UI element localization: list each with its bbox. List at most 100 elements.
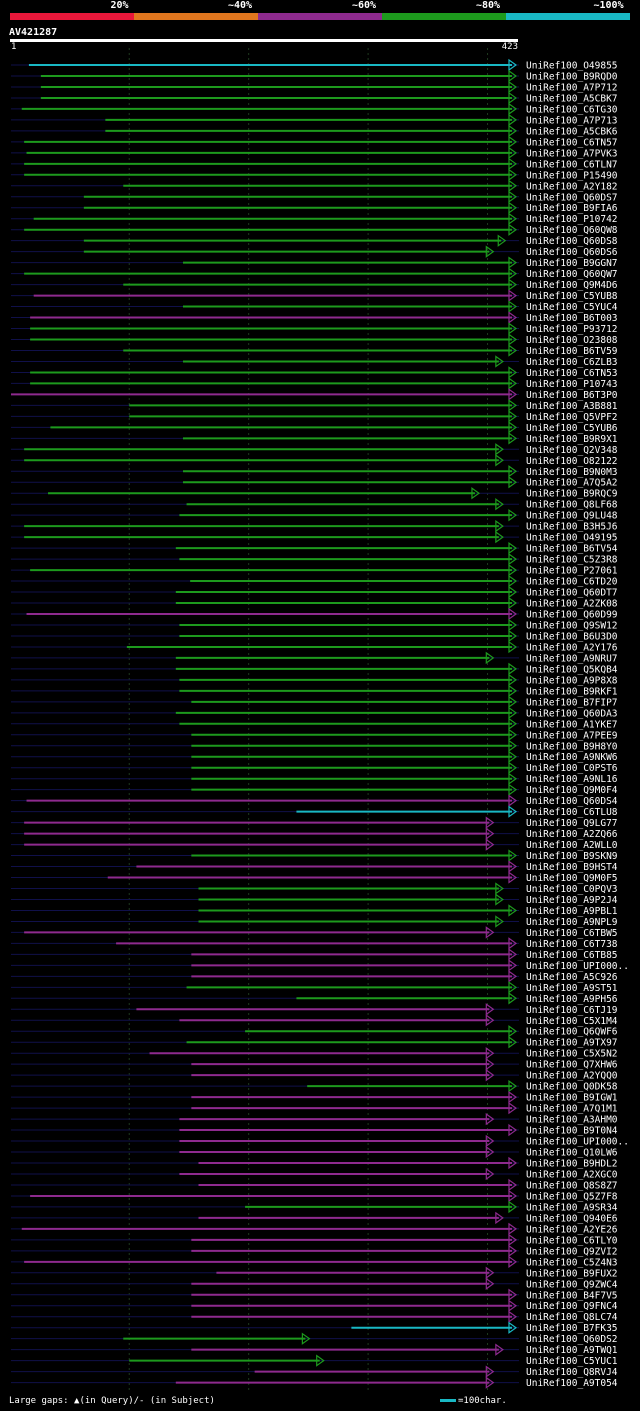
hit-row[interactable]: UniRef100_C6ZLB3 [11,355,618,368]
hit-label[interactable]: UniRef100_A1YKE7 [526,719,618,730]
hit-row[interactable]: UniRef100_A2WLL0 [11,838,618,852]
hit-label[interactable]: UniRef100_C6TD20 [526,577,618,588]
hit-label[interactable]: UniRef100_Q9LG77 [526,818,618,829]
hit-label[interactable]: UniRef100_Q10LW6 [526,1148,618,1159]
hit-label[interactable]: UniRef100_C5YUC1 [526,1356,618,1367]
hit-label[interactable]: UniRef100_C6TLU8 [526,807,618,818]
hit-label[interactable]: UniRef100_C0PST6 [526,763,618,774]
hit-row[interactable]: UniRef100_Q60DT7 [11,585,618,599]
hit-row[interactable]: UniRef100_A9NRU7 [11,651,618,665]
hit-label[interactable]: UniRef100_Q60DS6 [526,247,618,258]
hit-row[interactable]: UniRef100_C6TN57 [11,135,618,149]
hit-label[interactable]: UniRef100_A9SR34 [526,1202,618,1213]
hit-label[interactable]: UniRef100_Q9M4D6 [526,280,618,291]
hit-label[interactable]: UniRef100_C6TJ19 [526,1005,618,1016]
hit-label[interactable]: UniRef100_Q9M0F5 [526,873,618,884]
hit-row[interactable]: UniRef100_C6TLY0 [11,1233,618,1247]
hit-label[interactable]: UniRef100_P27061 [526,566,618,577]
hit-label[interactable]: UniRef100_Q0DK58 [526,1082,618,1093]
hit-row[interactable]: UniRef100_A7PVK3 [11,146,618,160]
hit-label[interactable]: UniRef100_B9HDL2 [526,1159,618,1170]
hit-label[interactable]: UniRef100_Q60D99 [526,610,618,621]
hit-label[interactable]: UniRef100_A9NL16 [526,774,618,785]
hit-row[interactable]: UniRef100_C5X1M4 [11,1014,618,1027]
hit-row[interactable]: UniRef100_C5YUC4 [11,300,618,314]
hit-row[interactable]: UniRef100_B9SKN9 [11,849,618,863]
hit-label[interactable]: UniRef100_A7P713 [526,115,618,126]
hit-row[interactable]: UniRef100_C6TB85 [11,948,618,961]
hit-row[interactable]: UniRef100_A2Y176 [11,640,618,654]
hit-label[interactable]: UniRef100_P15490 [526,170,618,181]
hit-label[interactable]: UniRef100_Q60DS4 [526,796,618,807]
hit-row[interactable]: UniRef100_A2ZQ66 [11,827,618,841]
hit-row[interactable]: UniRef100_O49195 [11,530,618,544]
hit-label[interactable]: UniRef100_A3B881 [526,401,618,412]
hit-row[interactable]: UniRef100_Q10LW6 [11,1145,618,1159]
hit-label[interactable]: UniRef100_C5X1M4 [526,1016,618,1027]
hit-label[interactable]: UniRef100_A7P712 [526,82,618,93]
hit-row[interactable]: UniRef100_B9R9X1 [11,432,618,445]
hit-row[interactable]: UniRef100_Q9LG77 [11,816,618,830]
hit-row[interactable]: UniRef100_P10742 [11,212,618,226]
hit-label[interactable]: UniRef100_B6T3P0 [526,390,618,401]
hit-row[interactable]: UniRef100_C5X5N2 [11,1047,618,1060]
hit-row[interactable]: UniRef100_Q60QW7 [11,267,618,281]
hit-label[interactable]: UniRef100_C6TBW5 [526,928,618,939]
hit-row[interactable]: UniRef100_Q60DS2 [11,1332,618,1346]
hit-row[interactable]: UniRef100_Q9M0F4 [11,783,618,797]
hit-label[interactable]: UniRef100_B6U3D0 [526,631,618,642]
hit-label[interactable]: UniRef100_A2YE26 [526,1224,618,1235]
hit-row[interactable]: UniRef100_B6U3D0 [11,629,618,643]
hit-label[interactable]: UniRef100_B9RKF1 [526,686,618,697]
hit-row[interactable]: UniRef100_C6TBW5 [11,926,618,939]
hit-row[interactable]: UniRef100_Q5VPF2 [11,410,618,423]
hit-row[interactable]: UniRef100_B9RQD0 [11,69,618,83]
hit-row[interactable]: UniRef100_Q60DS4 [11,794,618,808]
hit-row[interactable]: UniRef100_Q940E6 [11,1211,618,1225]
hit-row[interactable]: UniRef100_Q60DS6 [11,245,618,259]
hit-row[interactable]: UniRef100_P10743 [11,377,618,390]
hit-label[interactable]: UniRef100_A9NPL9 [526,917,618,928]
hit-label[interactable]: UniRef100_P10743 [526,379,618,390]
hit-label[interactable]: UniRef100_Q60QW7 [526,269,618,280]
hit-label[interactable]: UniRef100_Q9FNC4 [526,1301,618,1312]
hit-label[interactable]: UniRef100_Q9LU48 [526,511,618,522]
hit-label[interactable]: UniRef100_Q6QWF6 [526,1027,618,1038]
hit-row[interactable]: UniRef100_Q9M0F5 [11,871,618,885]
hit-row[interactable]: UniRef100_A2XGC0 [11,1167,618,1181]
hit-row[interactable]: UniRef100_P27061 [11,563,618,577]
hit-label[interactable]: UniRef100_B6T003 [526,313,618,324]
hit-label[interactable]: UniRef100_O49855 [526,61,618,72]
hit-label[interactable]: UniRef100_Q60DA3 [526,708,618,719]
hit-row[interactable]: UniRef100_A9SR34 [11,1200,618,1214]
hit-row[interactable]: UniRef100_A9NKW6 [11,750,618,764]
hit-row[interactable]: UniRef100_C5YUC1 [11,1354,618,1368]
hit-label[interactable]: UniRef100_Q9ZVI2 [526,1246,618,1257]
hit-row[interactable]: UniRef100_Q60DS8 [11,234,618,248]
hit-label[interactable]: UniRef100_B9IGW1 [526,1093,618,1104]
hit-row[interactable]: UniRef100_B9RQC9 [11,487,618,500]
hit-label[interactable]: UniRef100_O23808 [526,335,618,346]
hit-label[interactable]: UniRef100_A5CBK6 [526,126,618,137]
hit-row[interactable]: UniRef100_UPI000.. [11,1134,629,1148]
hit-row[interactable]: UniRef100_O82122 [11,454,618,467]
hit-row[interactable]: UniRef100_B9FUX2 [11,1266,618,1280]
hit-label[interactable]: UniRef100_Q9ZWC4 [526,1279,618,1290]
hit-row[interactable]: UniRef100_C6TG30 [11,102,618,116]
hit-row[interactable]: UniRef100_Q5KQB4 [11,662,618,676]
hit-label[interactable]: UniRef100_C6TLY0 [526,1235,618,1246]
hit-label[interactable]: UniRef100_A9PH56 [526,994,618,1005]
hit-row[interactable]: UniRef100_A9P2J4 [11,893,618,906]
hit-row[interactable]: UniRef100_A3B881 [11,399,618,412]
hit-label[interactable]: UniRef100_B4F7V5 [526,1290,618,1301]
hit-label[interactable]: UniRef100_P93712 [526,324,618,335]
hit-row[interactable]: UniRef100_Q8RVJ4 [11,1365,618,1379]
hit-label[interactable]: UniRef100_Q60QW8 [526,225,618,236]
hit-row[interactable]: UniRef100_Q9LU48 [11,509,618,522]
hit-row[interactable]: UniRef100_C6TLN7 [11,157,618,171]
hit-row[interactable]: UniRef100_O23808 [11,333,618,347]
hit-label[interactable]: UniRef100_Q5Z7F8 [526,1191,618,1202]
hit-label[interactable]: UniRef100_C6TLN7 [526,159,618,170]
hit-row[interactable]: UniRef100_A7Q1M1 [11,1101,618,1115]
hit-row[interactable]: UniRef100_Q60QW8 [11,223,618,237]
